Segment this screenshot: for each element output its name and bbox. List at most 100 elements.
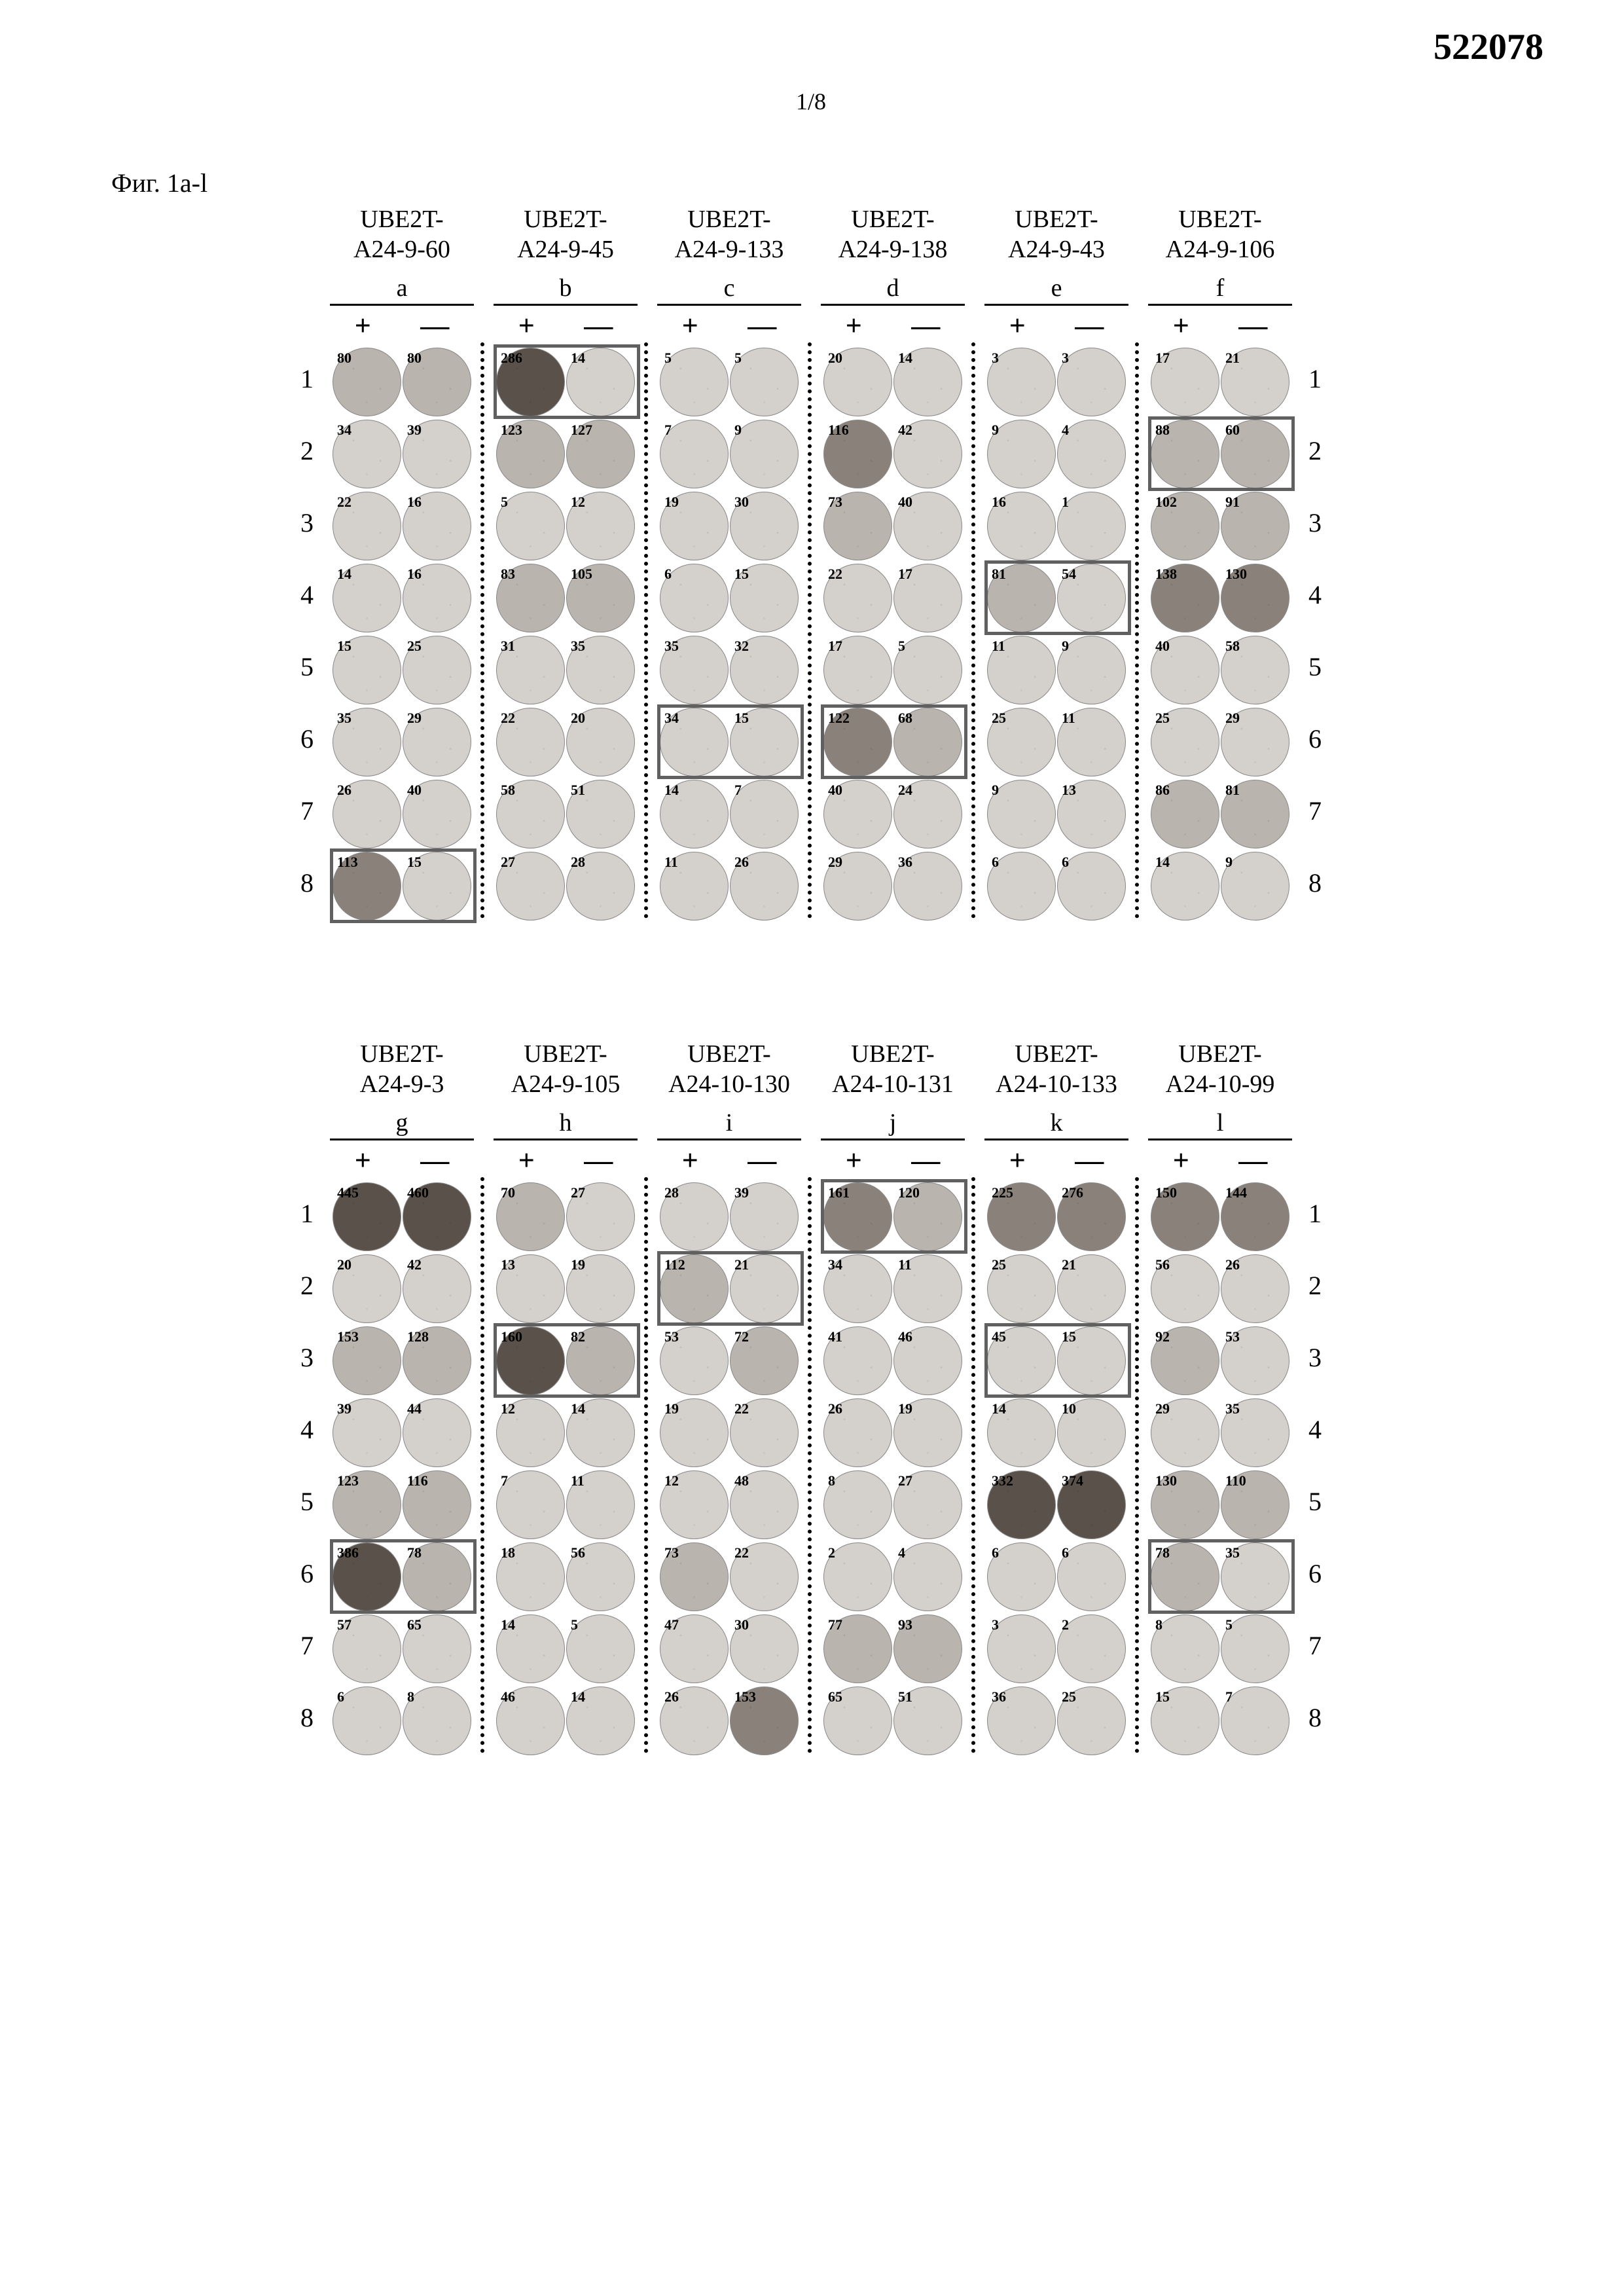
well-value: 144 xyxy=(1225,1184,1247,1201)
well-minus: 15 xyxy=(730,708,799,776)
well-minus: 29 xyxy=(403,708,471,776)
well-row: 5626 xyxy=(1151,1252,1289,1324)
well-minus: 22 xyxy=(730,1542,799,1611)
well-value: 86 xyxy=(1155,782,1170,799)
well-value: 19 xyxy=(571,1256,585,1273)
well-plus: 45 xyxy=(987,1326,1056,1395)
well-row: 3135 xyxy=(496,634,635,706)
panel-i: UBE2T-A24-10-130i+—283911221537219221248… xyxy=(657,1040,801,1757)
well-minus: 144 xyxy=(1221,1182,1289,1251)
panel-title: UBE2T-A24-9-60 xyxy=(353,205,450,270)
well-plus: 130 xyxy=(1151,1470,1219,1539)
well-minus: 3 xyxy=(1057,348,1126,416)
panel-rule xyxy=(657,1139,801,1140)
figure-label: Фиг. 1a-l xyxy=(111,168,1596,198)
well-value: 46 xyxy=(501,1688,515,1705)
well-value: 14 xyxy=(337,566,351,583)
well-value: 78 xyxy=(1155,1544,1170,1561)
well-plus: 138 xyxy=(1151,564,1219,632)
well-value: 120 xyxy=(898,1184,920,1201)
panel-title: UBE2T-A24-10-99 xyxy=(1166,1040,1275,1105)
row-number: 8 xyxy=(291,1681,323,1753)
well-plus: 6 xyxy=(987,1542,1056,1611)
well-row: 123127 xyxy=(496,418,635,490)
well-minus: 6 xyxy=(1057,1542,1126,1611)
well-plus: 19 xyxy=(660,1398,729,1467)
well-plus: 160 xyxy=(496,1326,565,1395)
well-plus: 20 xyxy=(823,348,892,416)
well-minus: 27 xyxy=(893,1470,962,1539)
well-row: 2728 xyxy=(496,850,635,922)
well-value: 20 xyxy=(337,1256,351,1273)
row-number: 3 xyxy=(291,486,323,558)
minus-sign: — xyxy=(911,1144,940,1177)
plus-sign: + xyxy=(1173,1144,1189,1177)
row-number: 8 xyxy=(1299,847,1331,919)
wells-container: 22527625214515141033237466323625 xyxy=(987,1180,1126,1757)
well-minus: 11 xyxy=(1057,708,1126,776)
panel-separator xyxy=(1135,205,1142,919)
row-number: 1 xyxy=(291,1177,323,1249)
well-value: 54 xyxy=(1062,566,1076,583)
row-number: 2 xyxy=(1299,1249,1331,1321)
panel-b: UBE2T-A24-9-45b+—28614123127512831053135… xyxy=(494,205,638,922)
well-row: 3532 xyxy=(660,634,799,706)
minus-sign: — xyxy=(420,309,449,342)
panel-separator xyxy=(480,1040,487,1753)
well-row: 119 xyxy=(987,634,1126,706)
well-row: 147 xyxy=(660,778,799,850)
well-value: 122 xyxy=(828,710,850,727)
well-row: 123116 xyxy=(333,1468,471,1540)
well-row: 5372 xyxy=(660,1324,799,1396)
well-plus: 12 xyxy=(496,1398,565,1467)
well-value: 6 xyxy=(1062,1544,1069,1561)
well-plus: 14 xyxy=(1151,852,1219,920)
well-value: 47 xyxy=(664,1616,679,1633)
panel-letter: h xyxy=(560,1108,572,1137)
well-minus: 91 xyxy=(1221,492,1289,560)
panel-a: UBE2T-A24-9-60a+—80803439221614161525352… xyxy=(330,205,474,922)
well-plus: 14 xyxy=(496,1614,565,1683)
well-row: 11315 xyxy=(333,850,471,922)
well-minus: 30 xyxy=(730,492,799,560)
well-plus: 39 xyxy=(333,1398,401,1467)
well-value: 42 xyxy=(407,1256,422,1273)
well-value: 138 xyxy=(1155,566,1177,583)
row-number: 4 xyxy=(1299,1393,1331,1465)
panel-letter: a xyxy=(397,274,408,302)
well-minus: 39 xyxy=(730,1182,799,1251)
well-minus: 5 xyxy=(730,348,799,416)
panel-rule xyxy=(821,304,965,306)
well-value: 53 xyxy=(664,1328,679,1345)
row-labels-right: 12345678 xyxy=(1299,1040,1331,1753)
well-minus: 1 xyxy=(1057,492,1126,560)
well-plus: 122 xyxy=(823,708,892,776)
row-number: 7 xyxy=(1299,1609,1331,1681)
well-minus: 40 xyxy=(403,780,471,848)
well-minus: 21 xyxy=(730,1254,799,1323)
well-row: 1214 xyxy=(496,1396,635,1468)
well-value: 30 xyxy=(734,1616,749,1633)
plus-sign: + xyxy=(1173,309,1189,342)
well-plus: 77 xyxy=(823,1614,892,1683)
well-minus: 4 xyxy=(1057,420,1126,488)
well-plus: 86 xyxy=(1151,780,1219,848)
well-minus: 81 xyxy=(1221,780,1289,848)
well-plus: 8 xyxy=(823,1470,892,1539)
well-row: 157 xyxy=(1151,1685,1289,1757)
well-value: 78 xyxy=(407,1544,422,1561)
well-row: 5851 xyxy=(496,778,635,850)
well-row: 913 xyxy=(987,778,1126,850)
well-plus: 386 xyxy=(333,1542,401,1611)
well-minus: 29 xyxy=(1221,708,1289,776)
well-value: 130 xyxy=(1225,566,1247,583)
well-minus: 11 xyxy=(566,1470,635,1539)
wells-container: 55791930615353234151471126 xyxy=(660,346,799,922)
well-row: 3529 xyxy=(333,706,471,778)
well-value: 11 xyxy=(898,1256,912,1273)
well-value: 14 xyxy=(664,782,679,799)
well-row: 3439 xyxy=(333,418,471,490)
well-value: 123 xyxy=(501,422,522,439)
page-number: 1/8 xyxy=(26,88,1596,115)
well-plus: 56 xyxy=(1151,1254,1219,1323)
